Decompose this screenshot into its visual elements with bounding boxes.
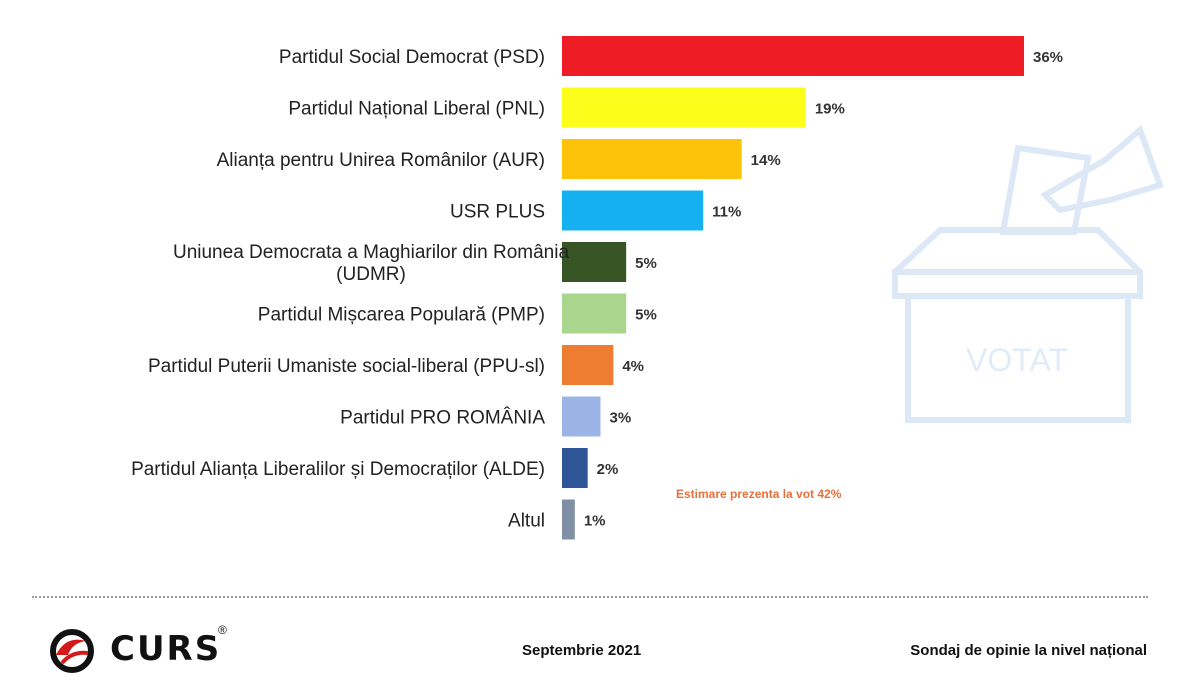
bar [562, 36, 1024, 76]
bar-chart: VOTAT Partidul Social Democrat (PSD)Part… [131, 36, 1164, 540]
data-label: 36% [1033, 49, 1063, 66]
curs-logo: CURS ® [42, 623, 242, 673]
category-label: Alianța pentru Unirea Românilor (AUR) [217, 150, 545, 171]
bar [562, 190, 704, 231]
curs-logo-icon [50, 629, 94, 673]
survey-description: Sondaj de opinie la nivel național [910, 642, 1147, 659]
data-label: 19% [815, 101, 845, 118]
bar [562, 87, 806, 128]
bars-group [562, 36, 1024, 540]
category-label: Uniunea Democrata a Maghiarilor din Româ… [173, 242, 569, 285]
data-label: 5% [635, 255, 657, 272]
data-label: 1% [584, 513, 606, 530]
category-label: USR PLUS [450, 202, 545, 223]
brand-name: CURS [110, 629, 222, 669]
registered-mark: ® [218, 623, 227, 637]
data-label: 4% [622, 358, 644, 375]
annotation-turnout: Estimare prezenta la vot 42% [676, 487, 842, 501]
data-label: 5% [635, 307, 657, 324]
bar [562, 345, 614, 385]
bar [562, 242, 627, 282]
data-label: 3% [610, 410, 632, 427]
data-label: 11% [712, 204, 741, 221]
bar [562, 448, 588, 488]
category-label: Partidul Mișcarea Populară (PMP) [258, 305, 545, 326]
category-label: Partidul Alianța Liberalilor și Democraț… [131, 459, 545, 480]
bar [562, 293, 627, 334]
ballot-box-icon [892, 124, 1164, 423]
bar [562, 396, 601, 437]
footer-divider [32, 596, 1148, 598]
bar [562, 139, 742, 179]
category-labels: Partidul Social Democrat (PSD) Partidul N… [131, 47, 569, 532]
data-label: 2% [597, 461, 619, 478]
bar [562, 499, 575, 540]
value-labels: 36% 19% 14% 11% 5% 5% 4% 3% 2% 1% [584, 49, 1063, 530]
category-label: Partidul Social Democrat (PSD) [279, 47, 545, 68]
category-label: Altul [508, 511, 545, 532]
watermark-text: VOTAT [966, 342, 1068, 378]
category-label: Partidul Național Liberal (PNL) [288, 99, 545, 120]
category-label: Partidul PRO ROMÂNIA [340, 407, 545, 429]
data-label: 14% [751, 152, 781, 169]
category-label: Partidul Puterii Umaniste social-liberal… [148, 356, 545, 377]
survey-date: Septembrie 2021 [522, 642, 642, 659]
